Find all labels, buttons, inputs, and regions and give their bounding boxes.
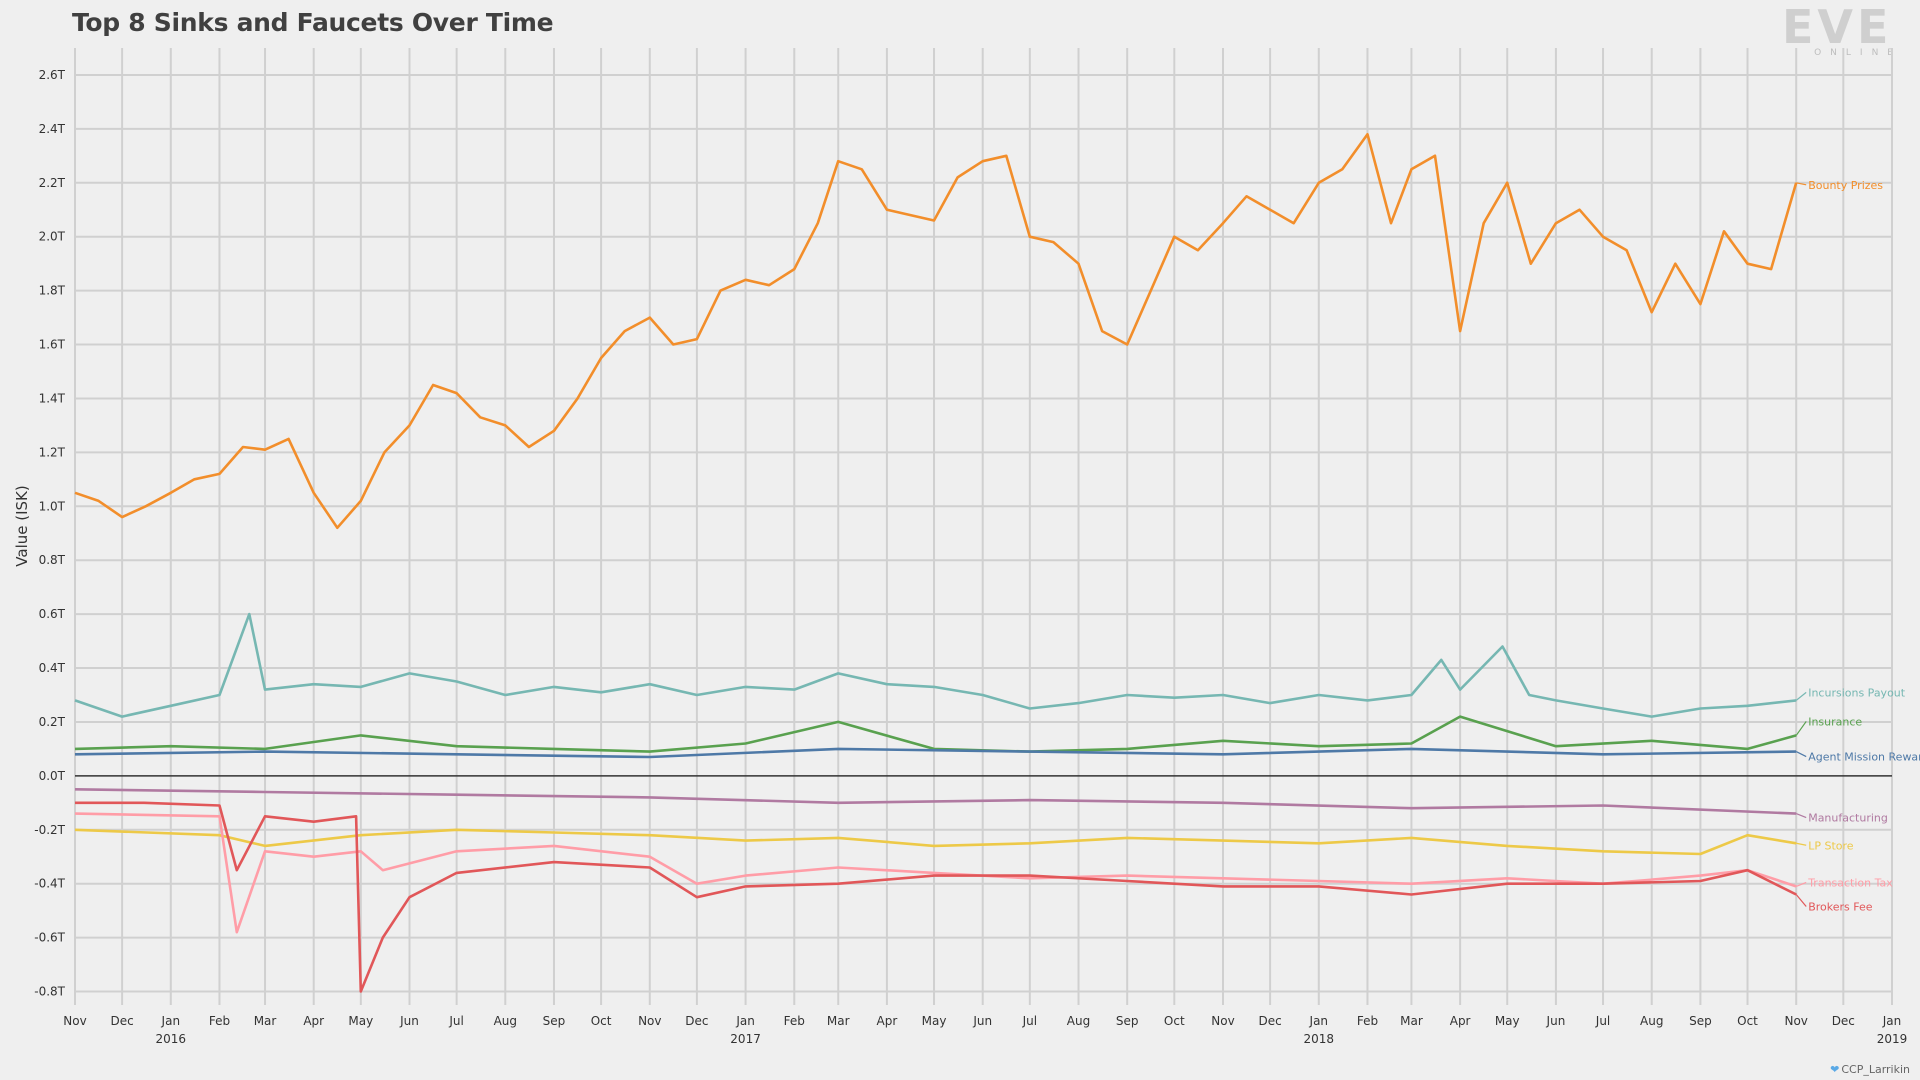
series-line-manufacturing xyxy=(74,788,1797,815)
series-label-insurance: Insurance xyxy=(1808,715,1862,728)
eve-online-logo: EVE ONLINE xyxy=(1782,4,1902,60)
series-label-bounty-prizes: Bounty Prizes xyxy=(1808,179,1883,192)
y-tick-label: 1.0T xyxy=(39,499,66,513)
x-tick-label: Feb xyxy=(1357,1014,1378,1028)
series-label-leader xyxy=(1795,813,1807,819)
y-tick-label: -0.6T xyxy=(34,931,65,945)
series-label-lp-store: LP Store xyxy=(1808,839,1854,852)
x-tick-label: Dec xyxy=(110,1014,133,1028)
x-tick-label: Jan xyxy=(735,1014,755,1028)
series-label-leader xyxy=(1796,182,1807,186)
x-tick-label: Apr xyxy=(1450,1014,1471,1028)
y-tick-label: 2.6T xyxy=(39,68,66,82)
series-line-lp-store xyxy=(74,828,1797,856)
series-label-leader xyxy=(1795,751,1807,758)
y-tick-label: 0.8T xyxy=(39,553,66,567)
chart-axes: -0.8T -0.6T -0.4T -0.2T 0.0T 0.2T 0.4T 0.6T 0.8T… xyxy=(34,68,1907,1046)
x-tick-label: Nov xyxy=(63,1014,86,1028)
x-tick-label: Jul xyxy=(1595,1014,1610,1028)
x-tick-label: Nov xyxy=(1211,1014,1234,1028)
y-tick-label: -0.4T xyxy=(34,877,65,891)
x-tick-label: Mar xyxy=(1400,1014,1423,1028)
x-tick-label: Dec xyxy=(1258,1014,1281,1028)
x-tick-label: May xyxy=(922,1014,947,1028)
x-tick-label: Aug xyxy=(494,1014,517,1028)
x-tick-label: Jul xyxy=(1022,1014,1037,1028)
series-label-leader xyxy=(1795,721,1807,736)
x-tick-label: Apr xyxy=(877,1014,898,1028)
x-tick-year-label: 2018 xyxy=(1304,1032,1335,1046)
y-tick-label: 0.2T xyxy=(39,715,66,729)
y-axis-label: Value (ISK) xyxy=(13,485,31,566)
x-tick-label: Oct xyxy=(1737,1014,1758,1028)
x-tick-label: Oct xyxy=(591,1014,612,1028)
y-tick-label: 2.2T xyxy=(39,176,66,190)
series-label-agent-mission-rewards: Agent Mission Rewards xyxy=(1808,751,1920,764)
series-labels: Bounty Prizes Incursions Payout Insurance A… xyxy=(1795,179,1920,913)
y-tick-label: 0.6T xyxy=(39,607,66,621)
x-tick-label: May xyxy=(348,1014,373,1028)
series-label-leader xyxy=(1795,881,1807,887)
x-tick-year-label: 2017 xyxy=(730,1032,761,1046)
y-tick-label: -0.8T xyxy=(34,985,65,999)
y-tick-label: 1.2T xyxy=(39,445,66,459)
x-tick-label: Aug xyxy=(1067,1014,1090,1028)
series-line-brokers-fee xyxy=(75,801,1797,993)
credit-handle: CCP_Larrikin xyxy=(1841,1063,1910,1076)
x-tick-label: May xyxy=(1495,1014,1520,1028)
x-tick-label: Mar xyxy=(254,1014,277,1028)
y-tick-label: 1.6T xyxy=(39,338,66,352)
x-tick-label: Aug xyxy=(1640,1014,1663,1028)
x-tick-label: Nov xyxy=(638,1014,661,1028)
chart-series xyxy=(74,133,1798,993)
y-tick-label: 2.0T xyxy=(39,230,66,244)
x-tick-label: Sep xyxy=(543,1014,566,1028)
y-tick-label: 0.4T xyxy=(39,661,66,675)
series-label-brokers-fee: Brokers Fee xyxy=(1808,900,1873,913)
x-tick-label: Feb xyxy=(784,1014,805,1028)
series-label-leader xyxy=(1796,842,1807,846)
x-tick-label: Feb xyxy=(209,1014,230,1028)
x-tick-label: Jan xyxy=(1309,1014,1329,1028)
x-tick-label: Sep xyxy=(1689,1014,1712,1028)
series-label-leader xyxy=(1795,691,1807,701)
y-tick-label: -0.2T xyxy=(34,823,65,837)
x-tick-label: Oct xyxy=(1164,1014,1185,1028)
y-tick-label: 0.0T xyxy=(39,769,66,783)
series-line-transaction-tax xyxy=(74,812,1797,934)
x-tick-label: Jan xyxy=(1882,1014,1902,1028)
author-credit: ❤ CCP_Larrikin xyxy=(1830,1063,1910,1076)
x-tick-label: Mar xyxy=(827,1014,850,1028)
x-tick-year-label: 2016 xyxy=(156,1032,187,1046)
chart-grid xyxy=(74,48,1893,1005)
logo-subtext: ONLINE xyxy=(1814,48,1902,58)
x-tick-label: Jun xyxy=(399,1014,419,1028)
logo-text: EVE xyxy=(1782,0,1893,54)
series-label-transaction-tax: Transaction Tax xyxy=(1807,876,1893,889)
x-tick-label: Apr xyxy=(303,1014,324,1028)
series-label-manufacturing: Manufacturing xyxy=(1808,812,1888,825)
y-tick-label: 1.8T xyxy=(39,284,66,298)
series-line-incursions-payout xyxy=(74,612,1797,718)
x-tick-label: Sep xyxy=(1116,1014,1139,1028)
series-label-leader xyxy=(1795,894,1807,907)
x-tick-label: Jun xyxy=(1546,1014,1566,1028)
series-line-bounty-prizes xyxy=(74,133,1798,530)
x-tick-year-label: 2019 xyxy=(1877,1032,1908,1046)
x-tick-label: Nov xyxy=(1784,1014,1807,1028)
twitter-bird-icon: ❤ xyxy=(1830,1063,1840,1076)
series-label-incursions-payout: Incursions Payout xyxy=(1808,686,1906,699)
y-tick-label: 2.4T xyxy=(39,122,66,136)
series-line-agent-mission-rewards xyxy=(74,747,1797,759)
x-tick-label: Jun xyxy=(972,1014,992,1028)
y-tick-label: 1.4T xyxy=(39,391,66,405)
x-tick-label: Dec xyxy=(685,1014,708,1028)
x-tick-label: Dec xyxy=(1832,1014,1855,1028)
x-tick-label: Jan xyxy=(161,1014,181,1028)
x-tick-label: Jul xyxy=(448,1014,463,1028)
chart-title: Top 8 Sinks and Faucets Over Time xyxy=(72,8,554,37)
